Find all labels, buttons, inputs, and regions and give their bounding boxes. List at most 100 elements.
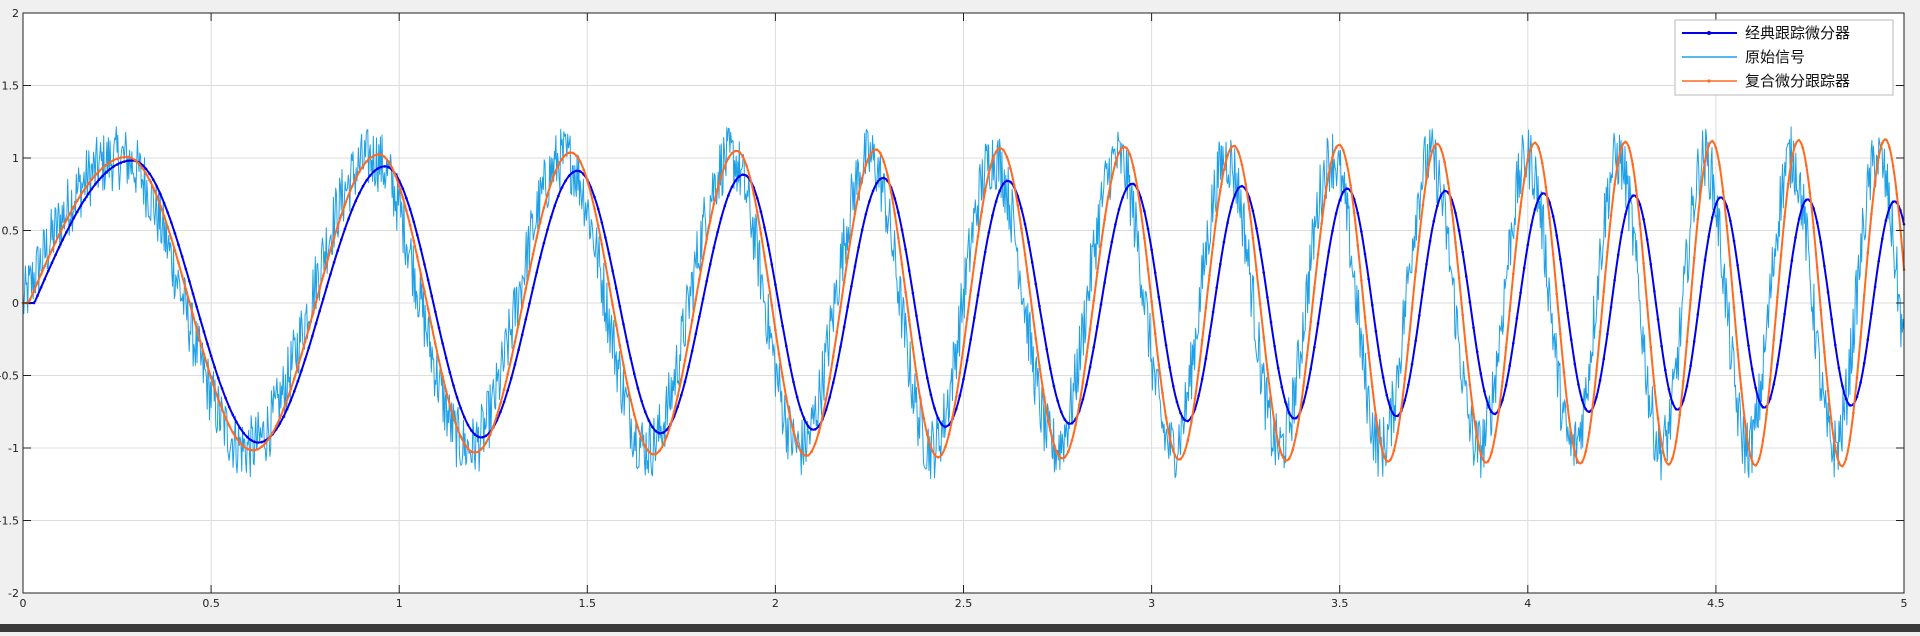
series-2-point-153 bbox=[575, 155, 578, 158]
series-0-point-57 bbox=[228, 406, 231, 409]
series-2-point-152 bbox=[572, 152, 575, 155]
series-2-point-169 bbox=[633, 414, 636, 417]
series-0-point-349 bbox=[1284, 401, 1287, 404]
series-0-point-94 bbox=[362, 185, 365, 188]
series-2-point-190 bbox=[709, 219, 712, 222]
series-2-point-356 bbox=[1310, 321, 1313, 324]
series-2-point-140 bbox=[528, 270, 531, 273]
series-0-point-270 bbox=[998, 190, 1001, 193]
series-2-point-441 bbox=[1617, 160, 1620, 163]
series-2-point-384 bbox=[1411, 307, 1414, 310]
series-2-point-473 bbox=[1733, 306, 1736, 309]
series-2-point-218 bbox=[810, 450, 813, 453]
series-2-point-292 bbox=[1078, 404, 1081, 407]
series-0-point-16 bbox=[80, 204, 83, 207]
series-2-point-191 bbox=[713, 203, 716, 206]
series-0-point-191 bbox=[713, 246, 716, 249]
series-0-point-316 bbox=[1165, 344, 1168, 347]
series-0-point-337 bbox=[1241, 185, 1244, 188]
series-0-point-290 bbox=[1071, 422, 1074, 425]
series-0-point-241 bbox=[894, 197, 897, 200]
series-2-point-372 bbox=[1367, 352, 1370, 355]
series-0-point-343 bbox=[1262, 271, 1265, 274]
series-2-point-301 bbox=[1111, 177, 1114, 180]
series-0-point-481 bbox=[1762, 406, 1765, 409]
series-2-point-178 bbox=[666, 435, 669, 438]
series-0-point-49 bbox=[199, 318, 202, 321]
series-2-point-239 bbox=[886, 174, 889, 177]
series-2-point-238 bbox=[883, 160, 886, 163]
series-2-point-175 bbox=[655, 453, 658, 456]
series-2-point-104 bbox=[398, 185, 401, 188]
series-0-point-401 bbox=[1472, 326, 1475, 329]
series-0-point-341 bbox=[1255, 227, 1258, 230]
series-2-point-290 bbox=[1071, 439, 1074, 442]
series-2-point-197 bbox=[734, 150, 737, 153]
series-2-point-270 bbox=[998, 147, 1001, 150]
series-0-point-407 bbox=[1494, 413, 1497, 416]
series-0-point-249 bbox=[922, 358, 925, 361]
series-2-point-418 bbox=[1534, 142, 1537, 145]
series-2-point-242 bbox=[897, 237, 900, 240]
series-2-point-330 bbox=[1215, 214, 1218, 217]
series-0-point-20 bbox=[94, 183, 97, 186]
series-0-point-428 bbox=[1570, 338, 1573, 341]
x-tick-labels: 0 0.5 1 1.5 2 2.5 3 3.5 4 4.5 5 bbox=[20, 597, 1908, 610]
series-2-point-74 bbox=[289, 388, 292, 391]
series-2-point-183 bbox=[684, 359, 687, 362]
series-2-point-167 bbox=[626, 382, 629, 385]
series-2-point-380 bbox=[1396, 432, 1399, 435]
series-0-point-14 bbox=[72, 217, 75, 220]
series-2-point-221 bbox=[821, 416, 824, 419]
series-2-point-173 bbox=[648, 450, 651, 453]
series-0-point-361 bbox=[1328, 250, 1331, 253]
series-0-point-216 bbox=[803, 418, 806, 421]
series-0-point-43 bbox=[177, 243, 180, 246]
series-0-point-387 bbox=[1422, 288, 1425, 291]
series-0-point-114 bbox=[434, 311, 437, 314]
series-0-point-356 bbox=[1310, 368, 1313, 371]
series-0-point-262 bbox=[969, 338, 972, 341]
series-0-point-164 bbox=[615, 287, 618, 290]
series-2-point-180 bbox=[673, 410, 676, 413]
series-0-point-247 bbox=[915, 314, 918, 317]
series-2-point-488 bbox=[1787, 183, 1790, 186]
series-0-point-121 bbox=[459, 407, 462, 410]
series-2-point-314 bbox=[1158, 363, 1161, 366]
series-0-point-388 bbox=[1425, 263, 1428, 266]
series-0-point-63 bbox=[250, 439, 253, 442]
series-0-point-115 bbox=[438, 327, 441, 330]
legend[interactable]: 经典跟踪微分器 原始信号 复合微分跟踪器 bbox=[1675, 20, 1893, 95]
series-2-point-110 bbox=[420, 273, 423, 276]
series-0-point-193 bbox=[720, 217, 723, 220]
series-2-point-227 bbox=[843, 281, 846, 284]
series-2-point-71 bbox=[279, 417, 282, 420]
series-0-point-205 bbox=[763, 226, 766, 229]
series-2-point-22 bbox=[101, 167, 104, 170]
series-0-point-196 bbox=[731, 186, 734, 189]
series-0-point-279 bbox=[1031, 261, 1034, 264]
series-0-point-299 bbox=[1103, 282, 1106, 285]
series-0-point-117 bbox=[445, 357, 448, 360]
series-0-point-107 bbox=[409, 208, 412, 211]
series-2-point-56 bbox=[224, 416, 227, 419]
series-0-point-474 bbox=[1736, 264, 1739, 267]
series-0-point-365 bbox=[1342, 191, 1345, 194]
series-2-point-234 bbox=[868, 155, 871, 158]
series-2-point-460 bbox=[1686, 340, 1689, 343]
series-2-point-16 bbox=[80, 194, 83, 197]
series-0-point-83 bbox=[322, 298, 325, 301]
series-2-point-434 bbox=[1592, 403, 1595, 406]
series-0-point-330 bbox=[1215, 286, 1218, 289]
series-0-point-144 bbox=[543, 242, 546, 245]
series-2-point-499 bbox=[1827, 389, 1830, 392]
series-2-point-405 bbox=[1487, 460, 1490, 463]
series-0-point-229 bbox=[850, 285, 853, 288]
series-2-point-115 bbox=[438, 359, 441, 362]
series-0-point-453 bbox=[1660, 345, 1663, 348]
series-0-point-439 bbox=[1610, 306, 1613, 309]
series-0-point-412 bbox=[1512, 342, 1515, 345]
series-0-point-464 bbox=[1700, 285, 1703, 288]
series-0-point-479 bbox=[1754, 387, 1757, 390]
series-0-point-423 bbox=[1552, 215, 1555, 218]
